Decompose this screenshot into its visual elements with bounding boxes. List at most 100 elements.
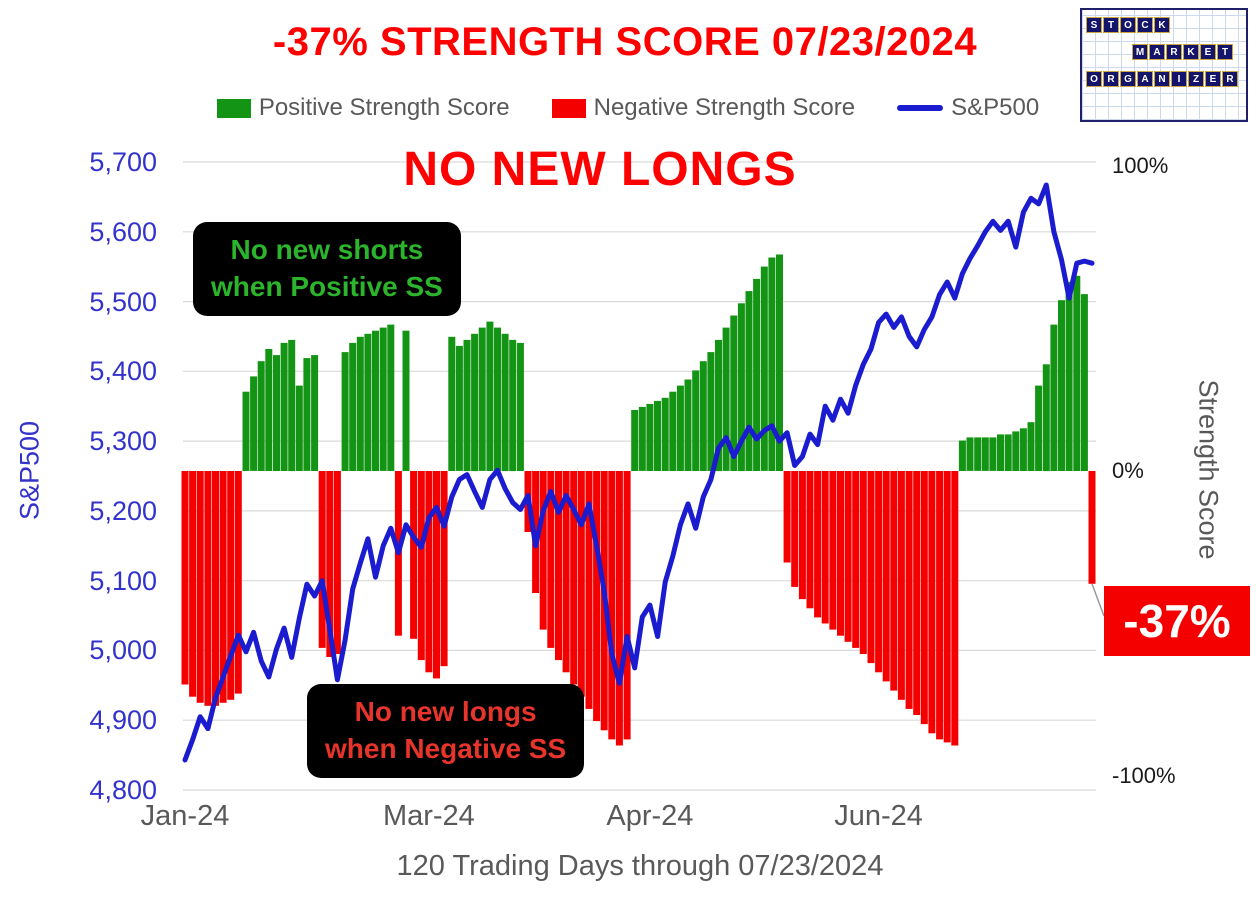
positive-strength-bar	[1042, 364, 1050, 472]
left-axis-tick-label: 5,500	[89, 286, 157, 317]
positive-strength-bar	[303, 358, 311, 471]
positive-strength-bar	[509, 339, 517, 472]
logo-letter-tile: G	[1120, 71, 1136, 87]
negative-strength-bar	[318, 471, 326, 648]
logo-letter-tile: K	[1154, 17, 1170, 33]
positive-strength-bar	[989, 437, 997, 471]
logo-letter-tile: R	[1103, 71, 1119, 87]
negative-strength-bar	[905, 471, 913, 709]
negative-strength-bar	[867, 471, 875, 664]
negative-strength-bar	[425, 471, 433, 673]
positive-strength-bar	[501, 333, 509, 472]
negative-strength-bar	[798, 471, 806, 600]
legend-item-negative: Negative Strength Score	[551, 94, 856, 122]
negative-strength-bar	[562, 471, 570, 673]
logo-letter-tile: C	[1137, 17, 1153, 33]
negative-strength-bar	[928, 471, 936, 734]
right-axis-tick-label: 0%	[1112, 458, 1144, 483]
positive-strength-bar	[997, 434, 1004, 471]
positive-strength-bar	[692, 370, 700, 471]
positive-strength-bar	[1050, 324, 1058, 471]
logo-letter-tile: K	[1183, 44, 1199, 60]
negative-strength-bar	[783, 471, 791, 563]
negative-strength-bar	[791, 471, 799, 587]
left-axis-tick-label: 5,100	[89, 565, 157, 596]
positive-strength-bar	[1058, 300, 1065, 471]
negative-strength-bar	[859, 471, 867, 654]
negative-strength-bar	[219, 471, 227, 703]
callout-leader-line	[1091, 583, 1105, 617]
positive-strength-bar	[730, 315, 738, 471]
logo-letter-tile: E	[1205, 71, 1221, 87]
positive-strength-bar	[768, 257, 776, 471]
negative-strength-bar	[821, 471, 829, 624]
negative-strength-bar	[593, 471, 601, 722]
legend-item-positive: Positive Strength Score	[216, 94, 510, 122]
positive-strength-bar	[311, 355, 319, 471]
negative-strength-bar	[814, 471, 822, 618]
positive-strength-bar	[646, 403, 654, 471]
positive-strength-bar	[364, 333, 372, 472]
positive-strength-bar	[760, 266, 768, 471]
page-title: -37% STRENGTH SCORE 07/23/2024	[272, 20, 978, 64]
positive-strength-bar	[242, 391, 250, 471]
logo-letter-tile: Z	[1188, 71, 1204, 87]
positive-strength-bar	[295, 385, 303, 471]
sp500-line-swatch-icon	[897, 105, 944, 111]
negative-strength-bar	[333, 471, 341, 654]
logo-letter-tile: R	[1166, 44, 1182, 60]
logo-letter-tile: R	[1222, 71, 1238, 87]
legend-label: Positive Strength Score	[258, 94, 510, 121]
positive-strength-bar	[661, 397, 669, 471]
x-axis-tick-label: Apr-24	[606, 800, 694, 832]
positive-strength-bar	[958, 440, 966, 471]
note-line: when Positive SS	[211, 270, 443, 302]
positive-strength-bar	[455, 345, 463, 471]
negative-strength-bar	[577, 471, 585, 697]
negative-strength-bar	[539, 471, 547, 630]
positive-strength-bar	[1004, 434, 1012, 471]
positive-strength-bar	[448, 336, 456, 471]
negative-strength-bar	[410, 471, 418, 639]
legend-label: Negative Strength Score	[593, 94, 856, 121]
x-axis-tick-label: Jun-24	[834, 800, 923, 832]
positive-strength-bar	[966, 437, 974, 471]
logo-letter-tile: N	[1154, 71, 1170, 87]
negative-strength-bar	[943, 471, 951, 743]
no-new-shorts-note: No new shorts when Positive SS	[193, 222, 461, 316]
positive-strength-bar	[669, 391, 677, 471]
positive-strength-bar	[379, 327, 387, 471]
positive-strength-bar	[1073, 275, 1081, 471]
positive-strength-bar	[1019, 428, 1027, 471]
positive-strength-bar	[265, 349, 273, 471]
negative-swatch-icon	[551, 98, 586, 118]
left-axis-title: S&P500	[14, 420, 45, 521]
positive-strength-bar	[1027, 422, 1035, 471]
logo-letter-tile: I	[1171, 71, 1187, 87]
positive-strength-bar	[280, 342, 288, 471]
positive-strength-bar	[684, 379, 692, 471]
positive-strength-bar	[722, 327, 730, 471]
negative-strength-bar	[1088, 471, 1096, 584]
negative-strength-bar	[623, 471, 631, 740]
negative-strength-bar	[882, 471, 890, 682]
negative-strength-bar	[844, 471, 852, 642]
left-axis-tick-label: 5,300	[89, 426, 157, 457]
negative-strength-bar	[196, 471, 204, 703]
positive-strength-bar	[638, 406, 646, 471]
negative-strength-bar	[181, 471, 189, 685]
positive-strength-bar	[516, 342, 524, 471]
x-axis-tick-label: Jan-24	[140, 800, 230, 832]
positive-strength-bar	[699, 361, 707, 471]
positive-strength-bar	[745, 291, 753, 471]
positive-strength-bar	[707, 352, 715, 471]
negative-strength-bar	[440, 471, 448, 667]
negative-strength-bar	[806, 471, 814, 609]
left-axis-tick-label: 4,800	[89, 775, 157, 805]
note-line: No new longs	[354, 696, 537, 727]
